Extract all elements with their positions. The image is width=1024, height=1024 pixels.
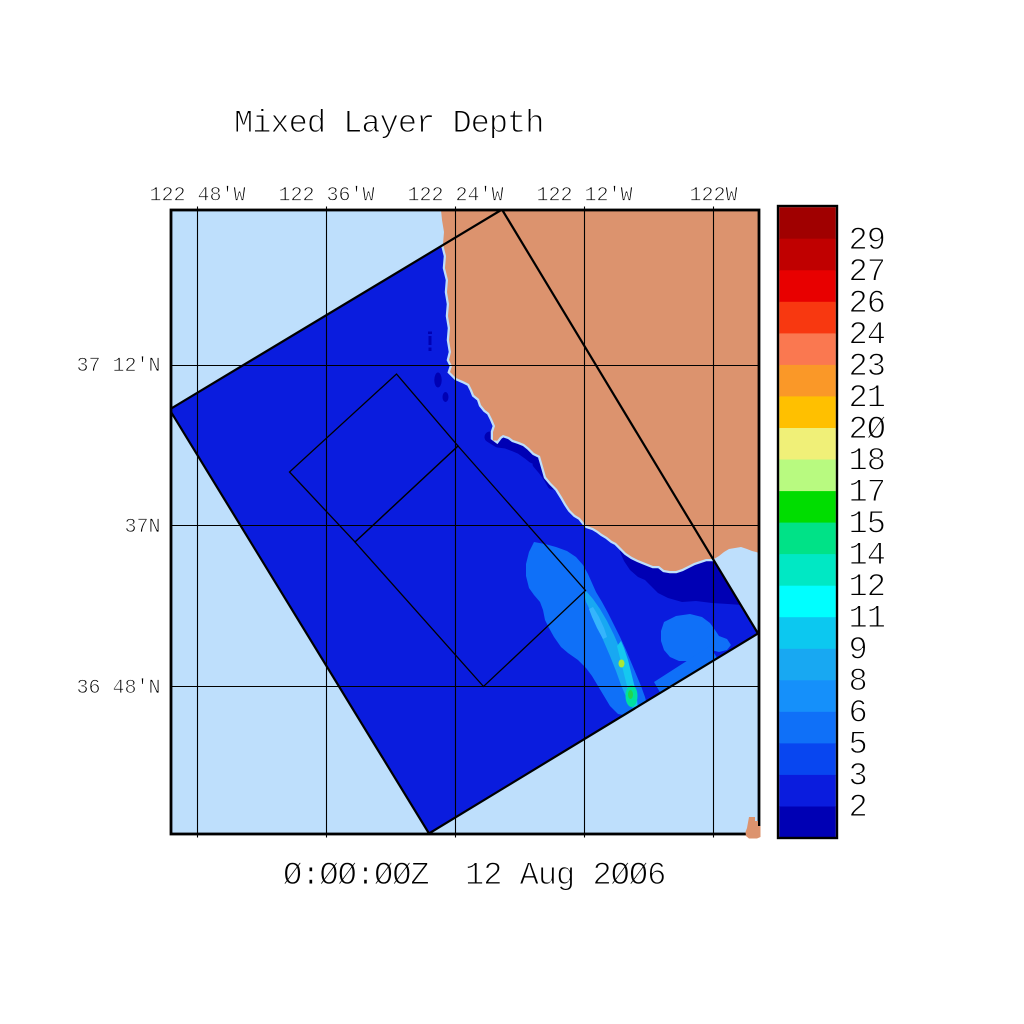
svg-text:14: 14 [849,537,885,574]
svg-text:8: 8 [849,663,867,700]
svg-text:29: 29 [849,222,885,259]
svg-text:21: 21 [849,380,885,417]
svg-text:37 12'N: 37 12'N [76,355,160,378]
svg-text:122 48'W: 122 48'W [149,185,245,208]
svg-text:122 24'W: 122 24'W [407,185,503,208]
svg-text:122 12'W: 122 12'W [536,185,632,208]
svg-text:23: 23 [849,348,885,385]
svg-text:122 36'W: 122 36'W [278,185,374,208]
svg-text:5: 5 [849,726,867,763]
svg-text:11: 11 [849,600,885,637]
svg-text:26: 26 [849,285,885,322]
svg-text:6: 6 [849,695,867,732]
svg-text:2: 2 [849,789,867,826]
svg-text:9: 9 [849,632,867,669]
svg-text:2Ø: 2Ø [849,411,886,448]
svg-text:3: 3 [849,758,867,795]
svg-text:18: 18 [849,443,885,480]
svg-text:Mixed Layer Depth: Mixed Layer Depth [234,105,543,142]
svg-text:122W: 122W [689,185,737,208]
svg-text:15: 15 [849,506,885,543]
svg-text:24: 24 [849,317,885,354]
svg-text:36 48'N: 36 48'N [76,677,160,700]
svg-text:17: 17 [849,474,885,511]
svg-text:37N: 37N [124,516,160,539]
svg-text:Ø:ØØ:ØØZ 12 Aug 2ØØ6: Ø:ØØ:ØØZ 12 Aug 2ØØ6 [283,857,665,894]
svg-text:12: 12 [849,569,885,606]
svg-text:27: 27 [849,254,885,291]
